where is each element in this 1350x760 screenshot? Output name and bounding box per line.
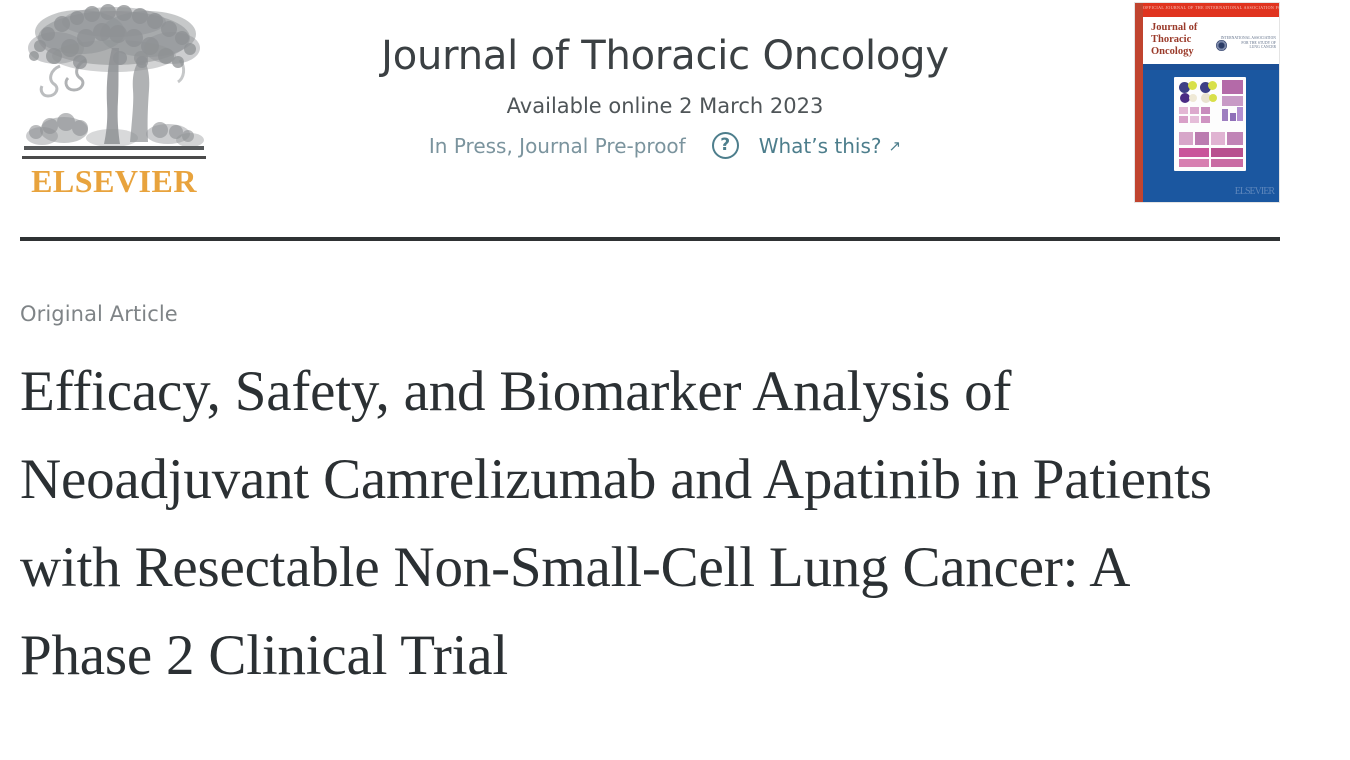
cover-journal-name-line2: Thoracic bbox=[1151, 34, 1192, 45]
society-line-3: LUNG CANCER bbox=[1249, 45, 1276, 50]
question-mark-circle-icon[interactable]: ? bbox=[711, 132, 739, 159]
article-type-label: Original Article bbox=[20, 302, 178, 326]
cover-figure-cell bbox=[1227, 132, 1243, 145]
cover-society-logo: INTERNATIONAL ASSOCIATION FOR THE STUDY … bbox=[1216, 36, 1276, 51]
cover-figure-cell bbox=[1208, 81, 1217, 90]
cover-figure-cell bbox=[1201, 116, 1210, 123]
publication-stage-label: In Press, Journal Pre-proof bbox=[428, 133, 686, 158]
journal-cover-thumbnail[interactable]: OFFICIAL JOURNAL OF THE INTERNATIONAL AS… bbox=[1134, 2, 1280, 203]
cover-figure-cell bbox=[1211, 132, 1225, 145]
whats-this-link[interactable]: What’s this? bbox=[758, 133, 882, 158]
cover-top-band: OFFICIAL JOURNAL OF THE INTERNATIONAL AS… bbox=[1143, 3, 1279, 17]
cover-blue-rule bbox=[1143, 64, 1279, 70]
society-emblem-icon bbox=[1216, 40, 1227, 51]
cover-figure-cell bbox=[1179, 116, 1188, 123]
cover-figure-cell bbox=[1179, 148, 1209, 157]
cover-title-band: Journal of Thoracic Oncology INTERNATION… bbox=[1143, 17, 1279, 64]
cover-figure-cell bbox=[1195, 132, 1209, 145]
available-online-date: Available online 2 March 2023 bbox=[506, 94, 824, 118]
masthead-divider bbox=[20, 237, 1280, 241]
cover-figure-cell bbox=[1190, 116, 1199, 123]
journal-info-block: Journal of Thoracic Oncology Available o… bbox=[230, 30, 1100, 159]
journal-masthead: ELSEVIER Journal of Thoracic Oncology Av… bbox=[0, 0, 1290, 225]
publication-stage-row: In Press, Journal Pre-proof ? What’s thi… bbox=[230, 132, 1100, 159]
cover-figure-cell bbox=[1209, 94, 1217, 102]
cover-spine bbox=[1135, 3, 1143, 202]
cover-figure-cell bbox=[1237, 107, 1243, 121]
cover-figure-cell bbox=[1201, 93, 1211, 103]
cover-figure-cell bbox=[1211, 148, 1243, 157]
cover-figure-cell bbox=[1179, 159, 1209, 167]
cover-figure-cell bbox=[1222, 80, 1243, 94]
article-header: Original Article Efficacy, Safety, and B… bbox=[20, 300, 1260, 738]
cover-journal-name-line3: Oncology bbox=[1151, 46, 1194, 57]
elsevier-logo-rule bbox=[22, 156, 206, 159]
cover-journal-name-line1: Journal of bbox=[1151, 22, 1198, 33]
cover-figure-cell bbox=[1200, 82, 1211, 93]
cover-figure-cell bbox=[1222, 109, 1228, 121]
cover-top-band-text: OFFICIAL JOURNAL OF THE INTERNATIONAL AS… bbox=[1143, 5, 1279, 10]
cover-figure-cell bbox=[1211, 159, 1243, 167]
cover-figure-cell bbox=[1189, 94, 1197, 102]
cover-publisher-mark: ELSEVIER bbox=[1234, 186, 1275, 197]
society-line-1: INTERNATIONAL ASSOCIATION bbox=[1220, 36, 1276, 40]
society-line-2: FOR THE STUDY OF bbox=[1241, 40, 1276, 45]
elsevier-tree-emblem-icon bbox=[24, 4, 204, 150]
external-link-arrow-icon: ↗ bbox=[888, 136, 902, 155]
elsevier-wordmark: ELSEVIER bbox=[31, 163, 197, 199]
journal-title[interactable]: Journal of Thoracic Oncology bbox=[381, 33, 949, 79]
cover-figure-cell bbox=[1201, 107, 1210, 114]
page-title: Efficacy, Safety, and Biomarker Analysis… bbox=[20, 360, 1212, 687]
cover-body: ELSEVIER bbox=[1143, 70, 1279, 202]
cover-figure-cell bbox=[1179, 132, 1193, 145]
cover-journal-name: Journal of Thoracic Oncology bbox=[1151, 22, 1197, 58]
cover-figure-cell bbox=[1190, 107, 1199, 114]
cover-figure-cell bbox=[1179, 107, 1188, 114]
elsevier-logo[interactable]: ELSEVIER bbox=[18, 4, 210, 204]
cover-figure-cell bbox=[1188, 81, 1197, 90]
cover-figure-panel bbox=[1174, 77, 1246, 171]
cover-figure-cell bbox=[1180, 93, 1190, 103]
cover-figure-cell bbox=[1222, 96, 1243, 106]
cover-figure-cell bbox=[1230, 113, 1236, 121]
cover-figure-cell bbox=[1179, 82, 1190, 93]
